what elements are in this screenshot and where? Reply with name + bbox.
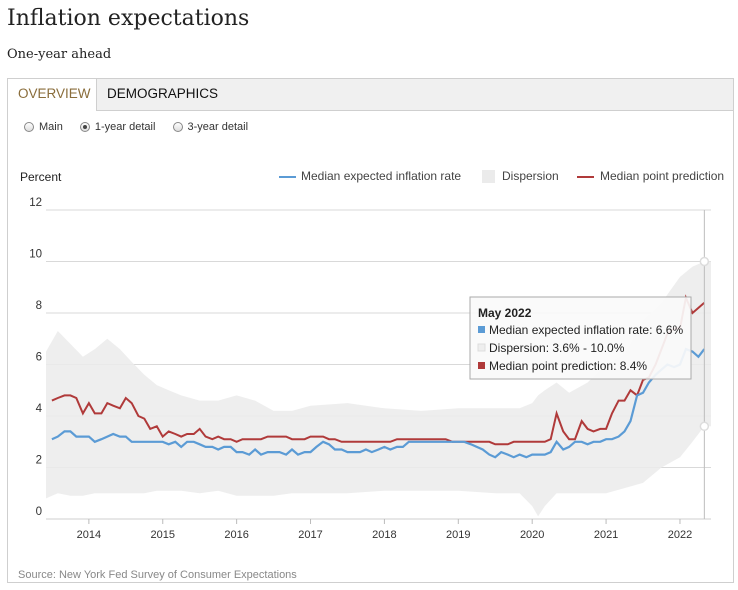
radio-main-label: Main bbox=[39, 121, 63, 133]
tooltip: May 2022 Median expected inflation rate:… bbox=[469, 296, 692, 380]
legend-swatch-dispersion bbox=[482, 170, 495, 183]
y-tick-label: 6 bbox=[36, 352, 42, 364]
y-tick-label: 12 bbox=[29, 197, 42, 209]
radio-3-year-detail-label: 3-year detail bbox=[187, 121, 249, 133]
x-tick-label: 2022 bbox=[668, 529, 692, 541]
dispersion-band bbox=[46, 261, 711, 517]
y-tick-label: 4 bbox=[36, 403, 43, 415]
legend-label-median: Median expected inflation rate bbox=[301, 169, 461, 183]
y-axis-label: Percent bbox=[20, 170, 62, 184]
radio-1-year-detail[interactable]: 1-year detail bbox=[79, 121, 156, 133]
tab-demographics[interactable]: DEMOGRAPHICS bbox=[107, 86, 219, 101]
y-tick-label: 10 bbox=[29, 249, 42, 261]
y-tick-label: 8 bbox=[36, 300, 42, 312]
radio-1-year-detail-circle[interactable] bbox=[79, 122, 90, 132]
tooltip-box bbox=[469, 296, 692, 380]
legend[interactable]: Median expected inflation rate Dispersio… bbox=[279, 169, 724, 183]
tab-overview[interactable]: OVERVIEW bbox=[8, 79, 97, 111]
tooltip-line-point: Median point prediction: 8.4% bbox=[489, 359, 647, 373]
series-line-median-point-prediction bbox=[51, 294, 705, 446]
x-tick-label: 2018 bbox=[372, 529, 396, 541]
hover-marker-dispersion-upper bbox=[699, 256, 710, 267]
hover-layer bbox=[699, 210, 710, 519]
y-tick-label: 0 bbox=[36, 506, 42, 518]
y-tick-label: 2 bbox=[36, 455, 42, 467]
hover-marker-dispersion-lower bbox=[699, 421, 710, 432]
radio-3-year-detail-circle[interactable] bbox=[172, 122, 183, 132]
x-tick-label: 2017 bbox=[298, 529, 322, 541]
tooltip-date: May 2022 bbox=[478, 306, 532, 320]
x-tick-label: 2019 bbox=[446, 529, 470, 541]
radio-main-circle[interactable] bbox=[24, 122, 34, 132]
radio-3-year-detail[interactable]: 3-year detail bbox=[172, 121, 249, 133]
chart-panel: OVERVIEW DEMOGRAPHICS Main 1-year detail… bbox=[7, 78, 734, 583]
tooltip-line-dispersion: Dispersion: 3.6% - 10.0% bbox=[489, 341, 625, 355]
radio-1-year-detail-label: 1-year detail bbox=[94, 121, 156, 133]
x-tick-label: 2014 bbox=[77, 529, 101, 541]
page-subtitle: One-year ahead bbox=[7, 47, 112, 62]
tooltip-swatch-point bbox=[478, 362, 485, 369]
x-tick-label: 2015 bbox=[151, 529, 175, 541]
tab-bar: OVERVIEW DEMOGRAPHICS bbox=[8, 79, 733, 111]
legend-label-point: Median point prediction bbox=[600, 169, 724, 183]
series-line-median-expected-inflation bbox=[51, 347, 706, 459]
tooltip-swatch-median bbox=[478, 326, 485, 333]
axis-layer: 0 2 4 6 8 10 12 2014 2015 2016 2017 2018 2019 2020 202… bbox=[29, 197, 711, 541]
source-note: Source: New York Fed Survey of Consumer … bbox=[18, 569, 297, 581]
page-title: Inflation expectations bbox=[7, 6, 250, 31]
x-tick-label: 2020 bbox=[520, 529, 544, 541]
tooltip-swatch-dispersion bbox=[477, 343, 486, 352]
legend-label-dispersion: Dispersion bbox=[502, 169, 559, 183]
x-tick-label: 2016 bbox=[224, 529, 248, 541]
radio-main[interactable]: Main bbox=[24, 121, 63, 133]
detail-radio-group: Main 1-year detail 3-year detail bbox=[24, 121, 262, 135]
x-tick-label: 2021 bbox=[594, 529, 618, 541]
tooltip-line-median: Median expected inflation rate: 6.6% bbox=[489, 323, 683, 337]
